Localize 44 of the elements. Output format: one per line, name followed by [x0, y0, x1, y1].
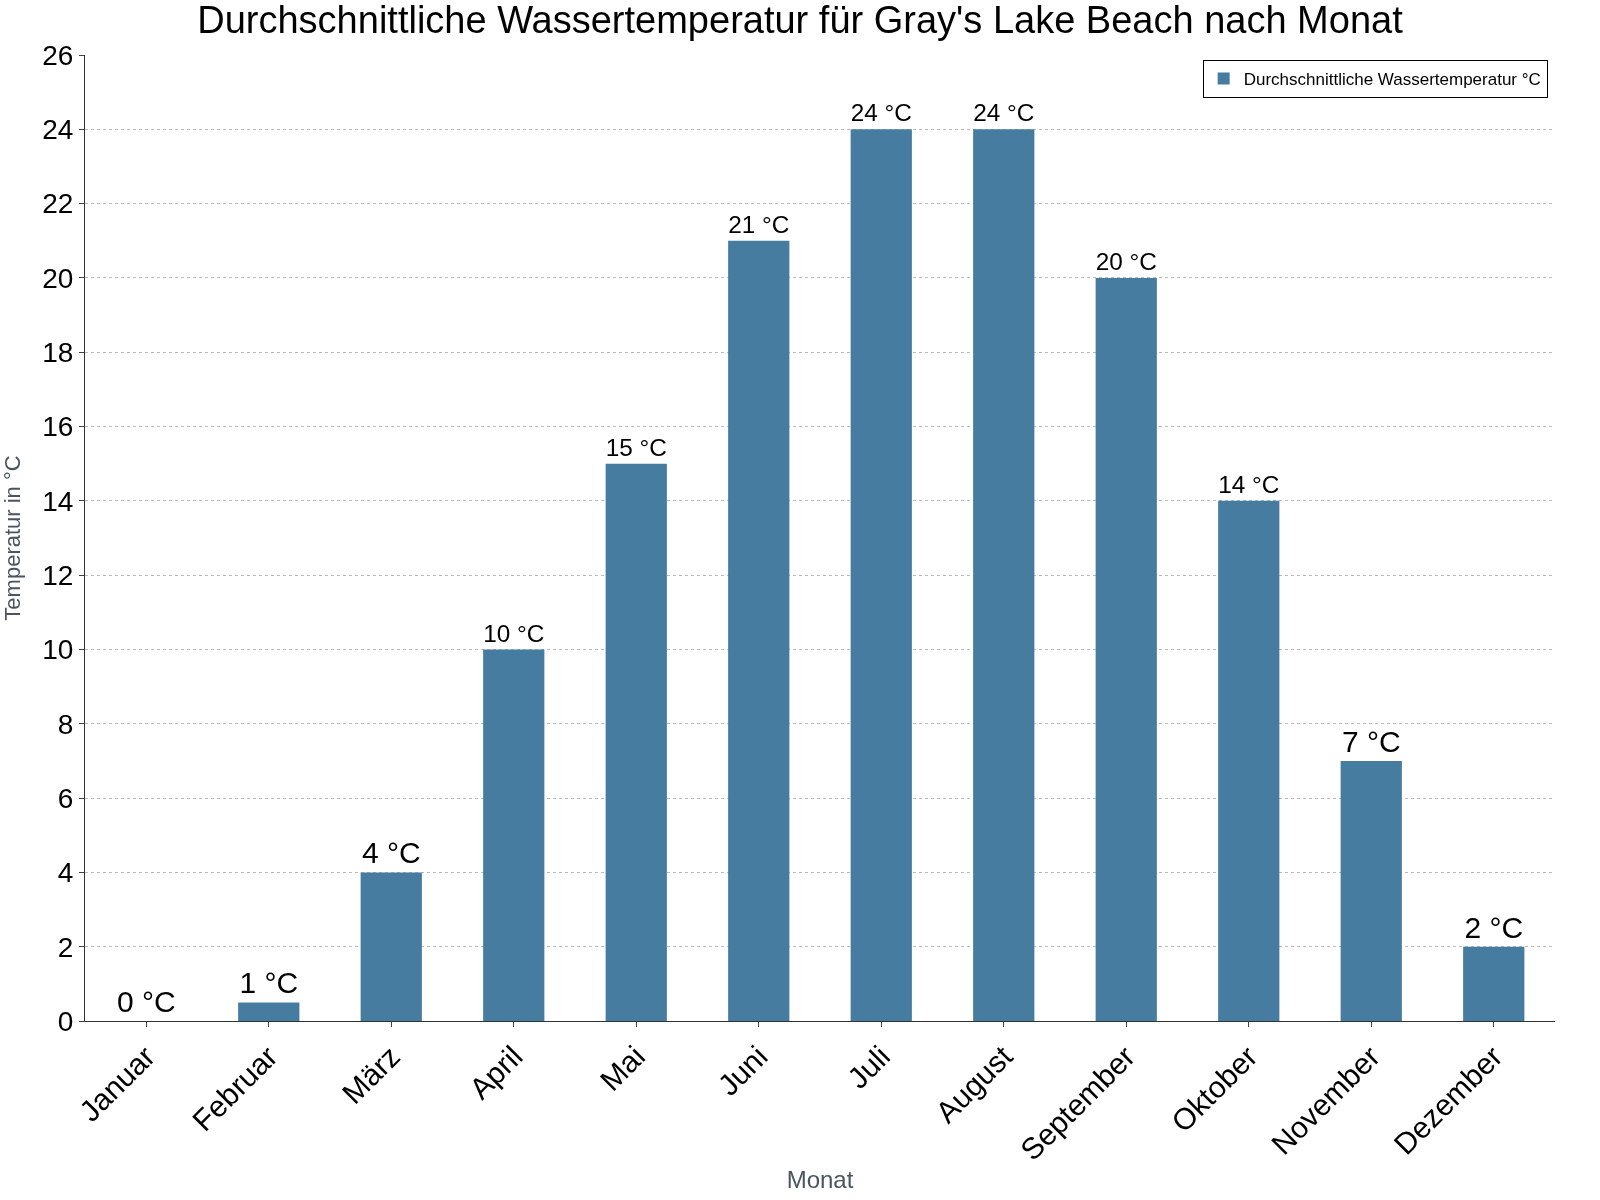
- bar: [1463, 946, 1525, 1021]
- data-label: 10 °C: [483, 619, 545, 647]
- x-tick-label: Juli: [840, 1039, 897, 1095]
- bar: [238, 1002, 300, 1021]
- bar: [1340, 760, 1402, 1021]
- data-label: 21 °C: [728, 210, 790, 238]
- data-label: 24 °C: [850, 99, 912, 127]
- data-label: 2 °C: [1464, 910, 1524, 944]
- y-tick-label: 8: [57, 708, 74, 740]
- y-tick-label: 22: [42, 188, 74, 220]
- bar: [483, 649, 545, 1021]
- y-tick-label: 4: [57, 857, 74, 889]
- y-tick-label: 18: [42, 337, 74, 369]
- y-tick-label: 16: [42, 411, 74, 443]
- y-tick-label: 2: [57, 931, 74, 963]
- bar: [850, 129, 912, 1021]
- y-tick-label: 20: [42, 262, 74, 294]
- legend-label: Durchschnittliche Wassertemperatur °C: [1243, 70, 1541, 90]
- bar: [1095, 277, 1157, 1021]
- y-tick-label: 6: [57, 782, 74, 814]
- data-label: 24 °C: [973, 99, 1035, 127]
- bar: [728, 240, 790, 1021]
- x-axis-title: Monat: [786, 1165, 854, 1193]
- bar: [1218, 500, 1280, 1021]
- data-label: 4 °C: [361, 836, 421, 870]
- y-tick-label: 26: [42, 39, 74, 71]
- bar: [973, 129, 1035, 1021]
- y-tick-label: 14: [42, 485, 74, 517]
- y-tick-label: 0: [57, 1005, 74, 1037]
- chart-title: Durchschnittliche Wassertemperatur für Gray's Lake Beach nach Monat: [197, 0, 1404, 41]
- data-label: 14 °C: [1218, 470, 1280, 498]
- y-axis-title: Temperatur in °C: [0, 455, 26, 621]
- x-tick-label: Mai: [593, 1039, 652, 1098]
- data-label: 20 °C: [1095, 248, 1157, 276]
- data-label: 15 °C: [605, 433, 667, 461]
- y-tick-label: 24: [42, 114, 74, 146]
- data-label: 7 °C: [1341, 724, 1401, 758]
- y-tick-label: 12: [42, 559, 74, 591]
- bar: [360, 872, 422, 1021]
- data-label: 1 °C: [239, 966, 299, 1000]
- data-label: 0 °C: [116, 985, 176, 1018]
- bar: [605, 463, 667, 1021]
- x-tick-label: Juni: [711, 1039, 774, 1102]
- y-tick-label: 10: [42, 634, 74, 666]
